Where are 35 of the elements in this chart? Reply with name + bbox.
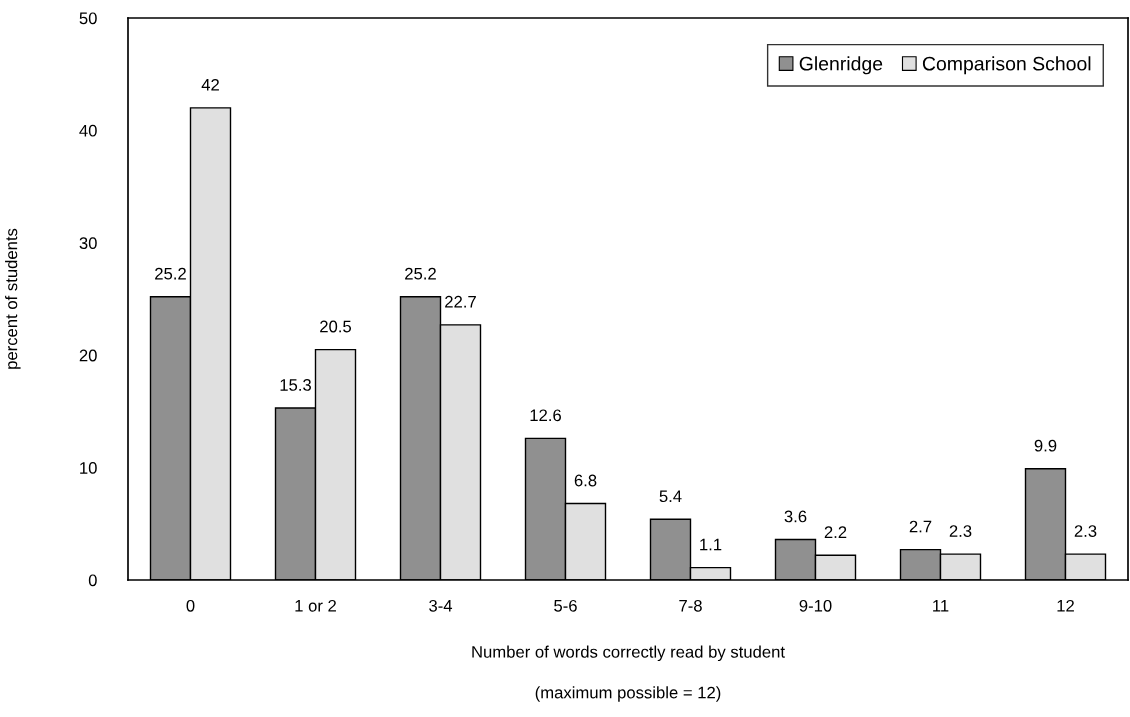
data-label: 2.3	[949, 525, 972, 537]
data-label: 1.1	[700, 538, 722, 551]
legend-label: Glenridge	[799, 56, 883, 75]
y-tick-label: 30	[79, 237, 97, 249]
legend-label: Comparison School	[922, 56, 1091, 75]
data-label: 2.2	[824, 526, 847, 538]
data-label: 6.8	[574, 474, 597, 487]
y-tick-label: 20	[79, 349, 97, 362]
data-label: 20.5	[320, 320, 352, 333]
data-label: 12.6	[530, 409, 561, 422]
data-label: 2.3	[1074, 525, 1097, 537]
data-label: 22.7	[445, 295, 476, 308]
y-tick-label: 0	[88, 574, 97, 587]
y-axis-title: percent of students	[5, 228, 21, 369]
data-label: 25.2	[155, 267, 186, 280]
data-label: 9.9	[1034, 439, 1057, 452]
data-label: 2.7	[909, 520, 932, 533]
x-tick-label: 12	[1057, 599, 1074, 612]
data-label: 5.4	[659, 490, 682, 503]
x-tick-label: 0	[186, 599, 195, 612]
x-tick-label: 7-8	[679, 599, 702, 612]
data-label: 42	[201, 78, 219, 91]
x-tick-label: 3-4	[429, 599, 453, 612]
text: (maximum possible = 12)	[535, 686, 721, 702]
data-label: 3.6	[784, 510, 807, 523]
x-tick-label: 11	[933, 600, 949, 612]
y-tick-label: 40	[79, 124, 97, 137]
x-tick-label: 5-6	[554, 599, 577, 612]
x-axis-title: Number of words correctly read by student	[472, 645, 785, 662]
x-tick-label: 9-10	[799, 599, 832, 612]
data-label: 15.3	[280, 379, 311, 391]
x-tick-label: 1 or 2	[295, 599, 336, 612]
y-tick-label: 10	[80, 462, 97, 474]
y-tick-label: 50	[79, 12, 97, 25]
data-label: 25.2	[405, 267, 436, 280]
